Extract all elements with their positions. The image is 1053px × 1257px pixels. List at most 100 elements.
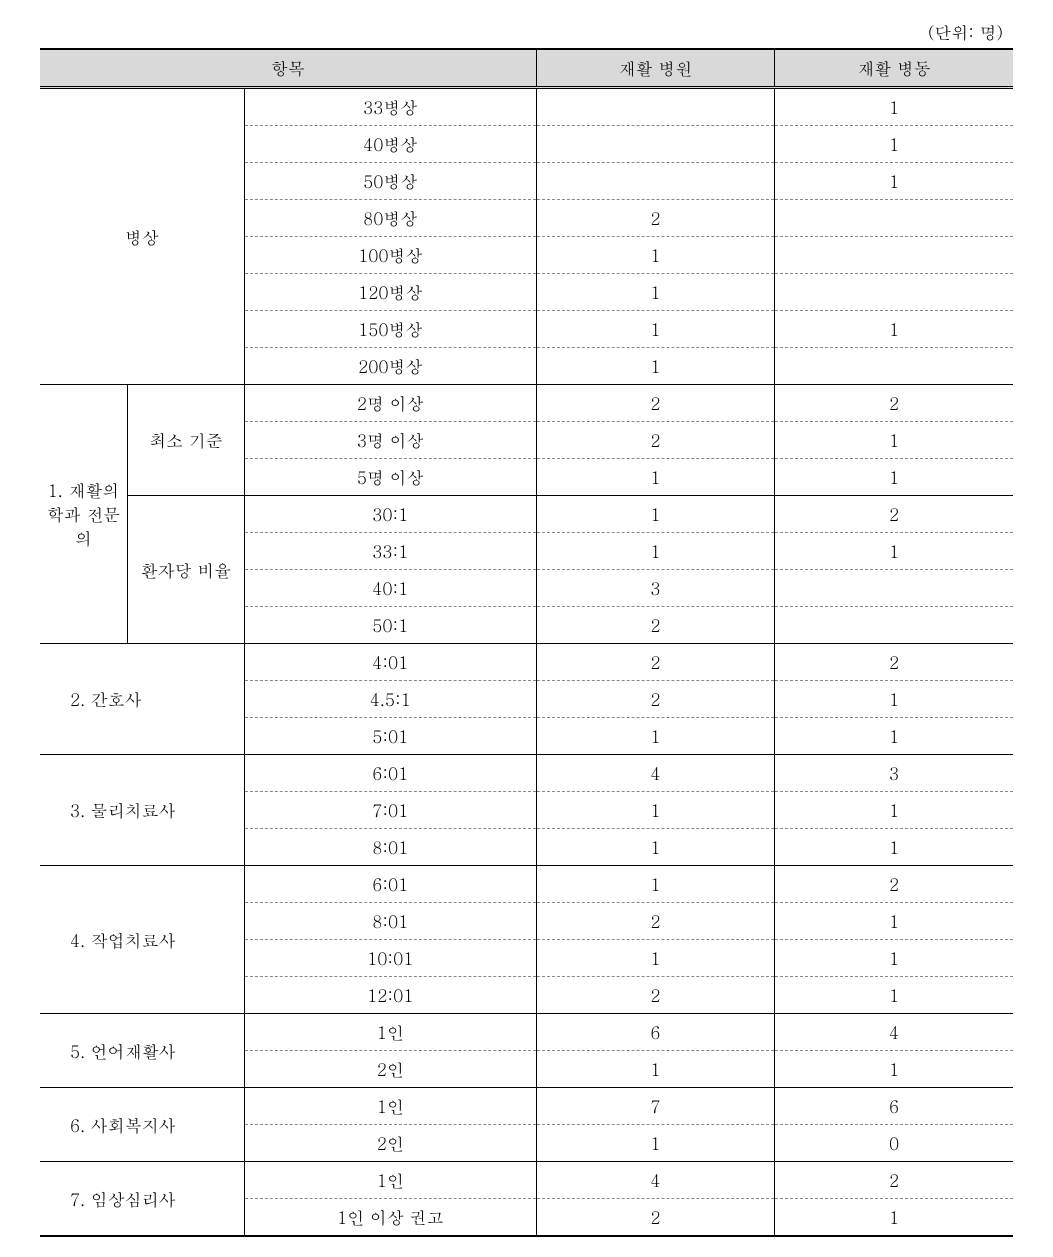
- detail-cell: 10:01: [244, 940, 536, 977]
- value-cell: 1: [775, 1199, 1013, 1237]
- value-cell: 2: [536, 681, 774, 718]
- detail-cell: 33병상: [244, 88, 536, 126]
- value-cell: 2: [536, 1199, 774, 1237]
- value-cell: 6: [775, 1088, 1013, 1125]
- table-row: 7. 임상심리사 1인 4 2: [40, 1162, 1013, 1199]
- detail-cell: 50병상: [244, 163, 536, 200]
- table-row: 6. 사회복지사 1인 7 6: [40, 1088, 1013, 1125]
- detail-cell: 4.5:1: [244, 681, 536, 718]
- detail-cell: 150병상: [244, 311, 536, 348]
- header-ward: 재활 병동: [775, 49, 1013, 88]
- value-cell: 1: [536, 533, 774, 570]
- value-cell: 1: [775, 903, 1013, 940]
- detail-cell: 2명 이상: [244, 385, 536, 422]
- detail-cell: 50:1: [244, 607, 536, 644]
- detail-cell: 3명 이상: [244, 422, 536, 459]
- detail-cell: 2인: [244, 1051, 536, 1088]
- table-row: 환자당 비율 30:1 1 2: [40, 496, 1013, 533]
- value-cell: 6: [536, 1014, 774, 1051]
- detail-cell: 80병상: [244, 200, 536, 237]
- detail-cell: 4:01: [244, 644, 536, 681]
- detail-cell: 30:1: [244, 496, 536, 533]
- value-cell: 1: [775, 829, 1013, 866]
- value-cell: 1: [775, 681, 1013, 718]
- value-cell: 1: [775, 311, 1013, 348]
- value-cell: [775, 237, 1013, 274]
- value-cell: 1: [536, 348, 774, 385]
- value-cell: 2: [775, 385, 1013, 422]
- table-row: 1. 재활의학과 전문의 최소 기준 2명 이상 2 2: [40, 385, 1013, 422]
- value-cell: 2: [775, 866, 1013, 903]
- value-cell: 1: [536, 792, 774, 829]
- value-cell: 2: [536, 977, 774, 1014]
- value-cell: 1: [775, 718, 1013, 755]
- unit-label: (단위: 명): [40, 20, 1013, 44]
- detail-cell: 33:1: [244, 533, 536, 570]
- table-row: 5. 언어재활사 1인 6 4: [40, 1014, 1013, 1051]
- value-cell: 1: [775, 126, 1013, 163]
- s7-label: 7. 임상심리사: [40, 1162, 244, 1237]
- detail-cell: 12:01: [244, 977, 536, 1014]
- value-cell: 1: [775, 533, 1013, 570]
- detail-cell: 7:01: [244, 792, 536, 829]
- value-cell: 1: [775, 1051, 1013, 1088]
- value-cell: 3: [536, 570, 774, 607]
- value-cell: 2: [536, 385, 774, 422]
- header-item: 항목: [40, 49, 536, 88]
- value-cell: 0: [775, 1125, 1013, 1162]
- table-row: 2. 간호사 4:01 2 2: [40, 644, 1013, 681]
- table-row: 병상 33병상 1: [40, 88, 1013, 126]
- value-cell: [775, 570, 1013, 607]
- s4-label: 4. 작업치료사: [40, 866, 244, 1014]
- value-cell: 1: [536, 311, 774, 348]
- value-cell: 1: [775, 422, 1013, 459]
- value-cell: 1: [536, 496, 774, 533]
- value-cell: 2: [775, 496, 1013, 533]
- value-cell: 2: [536, 644, 774, 681]
- value-cell: 2: [536, 200, 774, 237]
- detail-cell: 5:01: [244, 718, 536, 755]
- value-cell: 1: [775, 940, 1013, 977]
- value-cell: [775, 274, 1013, 311]
- detail-cell: 40:1: [244, 570, 536, 607]
- s1-sub2-label: 환자당 비율: [128, 496, 245, 644]
- value-cell: 1: [775, 977, 1013, 1014]
- value-cell: [775, 200, 1013, 237]
- detail-cell: 8:01: [244, 829, 536, 866]
- value-cell: [775, 607, 1013, 644]
- s1-sub1-label: 최소 기준: [128, 385, 245, 496]
- s3-label: 3. 물리치료사: [40, 755, 244, 866]
- value-cell: [775, 348, 1013, 385]
- detail-cell: 1인: [244, 1162, 536, 1199]
- value-cell: [536, 163, 774, 200]
- value-cell: 2: [775, 1162, 1013, 1199]
- value-cell: [536, 126, 774, 163]
- value-cell: 2: [536, 903, 774, 940]
- value-cell: 1: [775, 459, 1013, 496]
- detail-cell: 100병상: [244, 237, 536, 274]
- value-cell: 2: [775, 644, 1013, 681]
- value-cell: 1: [775, 792, 1013, 829]
- s5-label: 5. 언어재활사: [40, 1014, 244, 1088]
- table-row: 4. 작업치료사 6:01 1 2: [40, 866, 1013, 903]
- value-cell: 4: [775, 1014, 1013, 1051]
- value-cell: 1: [536, 940, 774, 977]
- value-cell: [536, 88, 774, 126]
- value-cell: 1: [536, 274, 774, 311]
- detail-cell: 1인: [244, 1014, 536, 1051]
- value-cell: 1: [536, 459, 774, 496]
- detail-cell: 1인: [244, 1088, 536, 1125]
- s1-label: 1. 재활의학과 전문의: [40, 385, 128, 644]
- value-cell: 1: [775, 88, 1013, 126]
- detail-cell: 2인: [244, 1125, 536, 1162]
- header-row: 항목 재활 병원 재활 병동: [40, 49, 1013, 88]
- detail-cell: 120병상: [244, 274, 536, 311]
- header-hospital: 재활 병원: [536, 49, 774, 88]
- value-cell: 1: [775, 163, 1013, 200]
- detail-cell: 5명 이상: [244, 459, 536, 496]
- detail-cell: 6:01: [244, 755, 536, 792]
- value-cell: 1: [536, 237, 774, 274]
- detail-cell: 6:01: [244, 866, 536, 903]
- detail-cell: 8:01: [244, 903, 536, 940]
- s6-label: 6. 사회복지사: [40, 1088, 244, 1162]
